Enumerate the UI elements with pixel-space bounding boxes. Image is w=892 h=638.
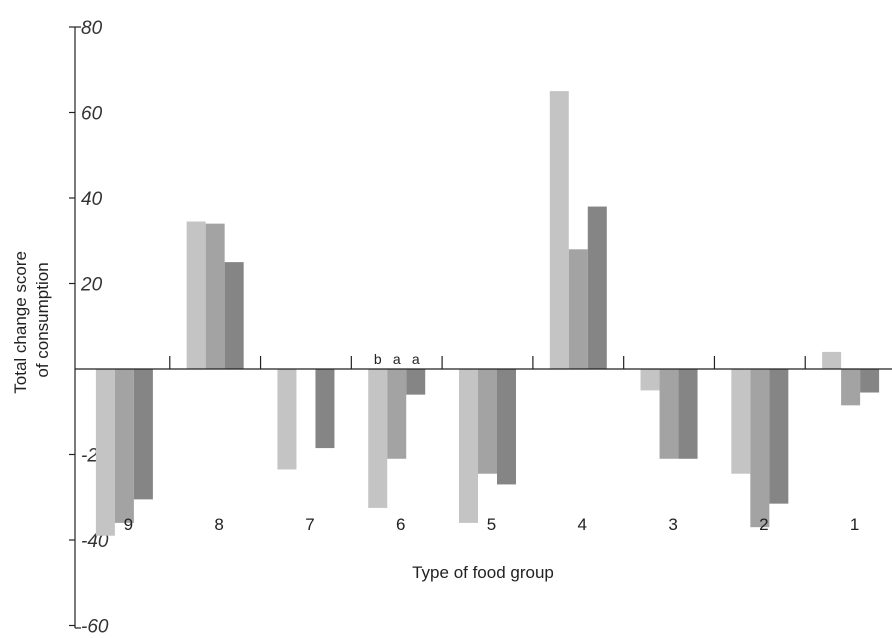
bar [731, 369, 751, 474]
bar [769, 369, 789, 504]
significance-letter: a [393, 351, 401, 367]
category-label: 4 [578, 515, 587, 534]
category-label: 5 [487, 515, 496, 534]
significance-letter: b [374, 351, 382, 367]
y-axis-title-line-2: of consumption [33, 262, 52, 377]
bar [860, 369, 880, 393]
y-tick-label: -40 [81, 531, 109, 552]
bar [368, 369, 388, 508]
bar [659, 369, 679, 459]
bar [95, 369, 115, 536]
category-label: 6 [396, 515, 405, 534]
bar [186, 221, 206, 369]
y-tick-label: 80 [81, 18, 103, 39]
category-label: 2 [759, 515, 768, 534]
zero-baseline [75, 356, 892, 370]
category-label: 3 [668, 515, 677, 534]
bar [114, 369, 134, 523]
y-axis-title: Total change score of consumption [11, 246, 52, 393]
bars [95, 91, 880, 536]
bar [205, 223, 225, 369]
y-axis [74, 26, 81, 629]
category-label: 1 [850, 515, 859, 534]
bar [822, 351, 842, 369]
y-tick-label: 20 [80, 275, 103, 296]
bar [549, 91, 569, 369]
bar [678, 369, 698, 459]
bar [406, 369, 426, 395]
bar [133, 369, 153, 500]
category-labels: 9 8 7 6 5 4 3 2 1 [124, 515, 860, 534]
y-tick-label: 60 [81, 104, 103, 125]
bar [640, 369, 660, 391]
bar [750, 369, 770, 528]
y-tick-label: -60 [81, 617, 109, 638]
bar [568, 249, 588, 369]
category-label: 8 [214, 515, 223, 534]
bar [587, 206, 607, 369]
significance-letter: a [412, 351, 420, 367]
bar [224, 262, 244, 369]
bar [387, 369, 407, 459]
bar [459, 369, 478, 523]
bar [315, 369, 335, 449]
bar [277, 369, 297, 470]
y-axis-title-line-1: Total change score [11, 251, 30, 394]
category-label: 9 [124, 515, 133, 534]
bar [841, 369, 861, 406]
bar [497, 369, 516, 485]
y-tick-label: 40 [81, 189, 103, 210]
category-label: 7 [305, 515, 314, 534]
x-axis-title: Type of food group [412, 563, 554, 582]
bar [478, 369, 497, 474]
